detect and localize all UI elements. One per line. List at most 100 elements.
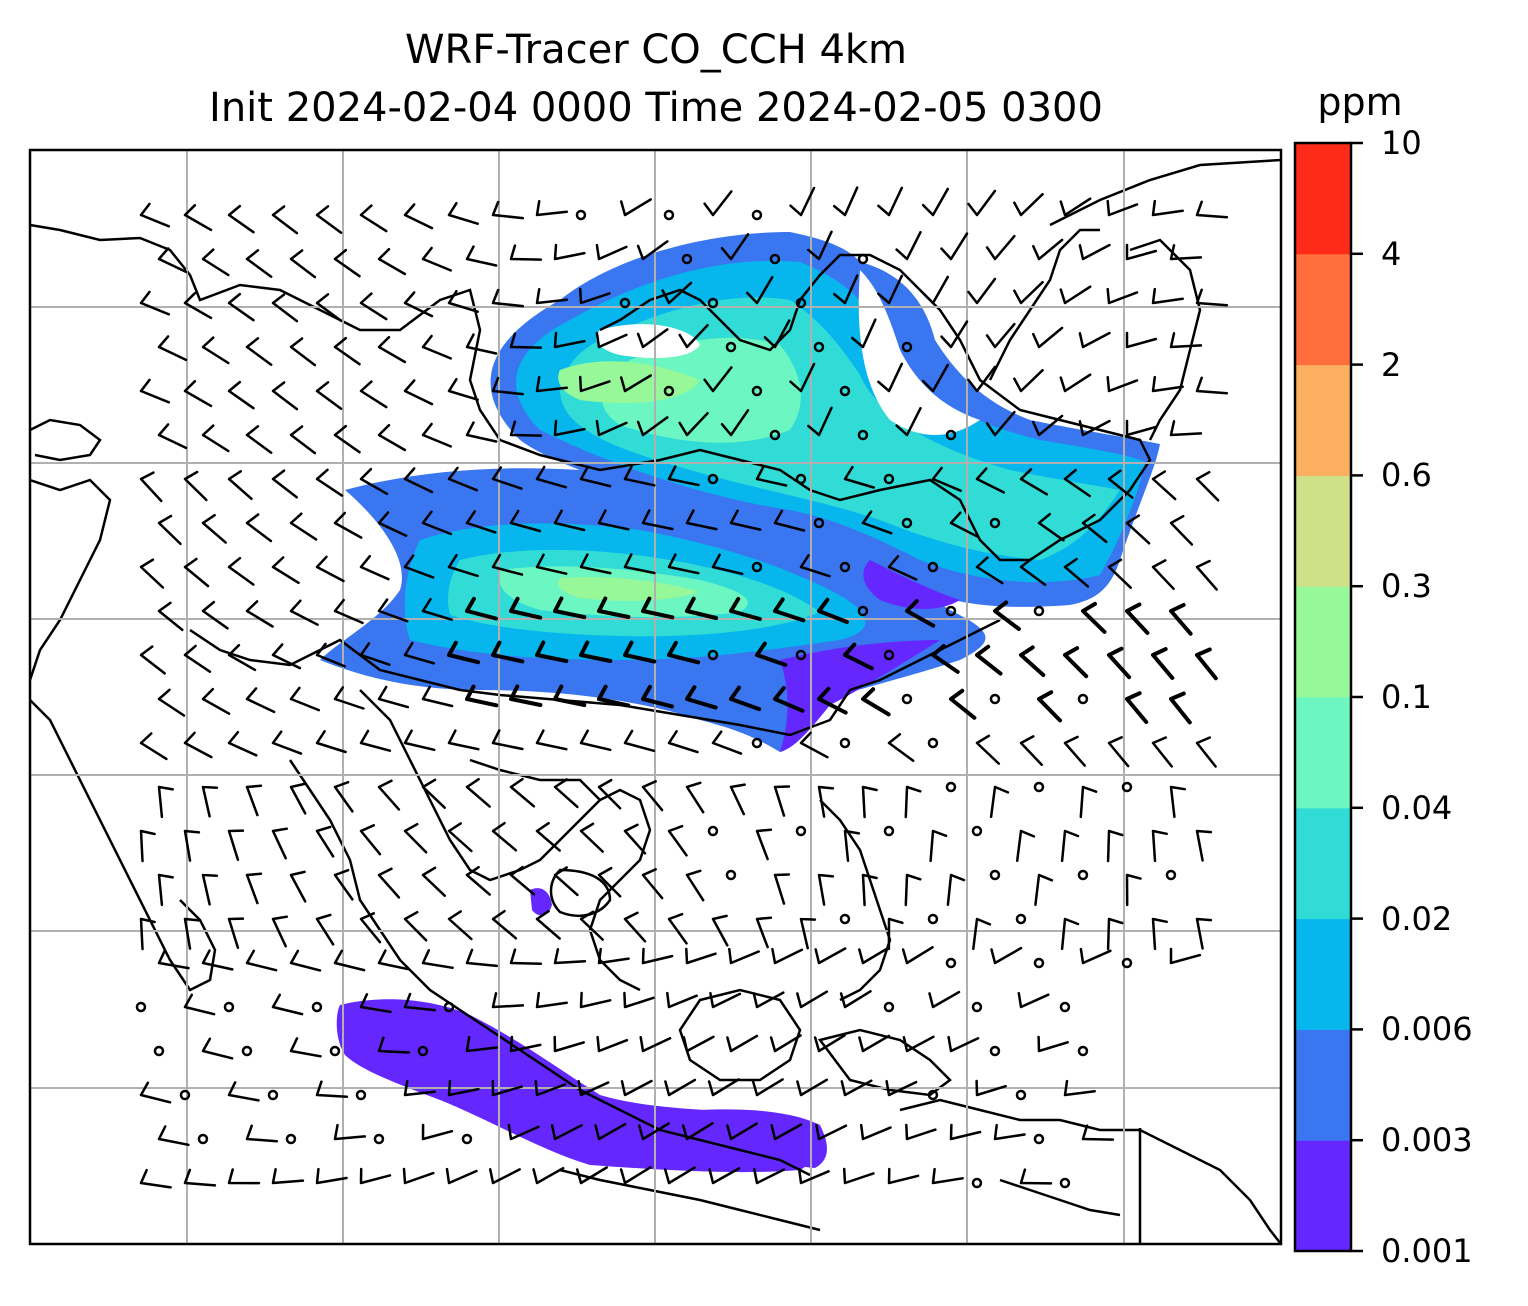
wind-barb — [678, 323, 709, 349]
wind-barb — [553, 684, 587, 708]
wind-calm-circle — [725, 869, 737, 881]
wind-barb — [1125, 602, 1150, 635]
wind-barb — [271, 469, 298, 499]
wind-barb — [641, 509, 674, 531]
wind-barb — [289, 782, 307, 815]
wind-calm-circle — [927, 913, 939, 925]
wind-barb — [577, 1079, 610, 1097]
colorbar-segment — [1295, 586, 1351, 698]
wind-barb — [377, 949, 410, 971]
wind-calm-circle — [1033, 1133, 1045, 1145]
wind-barb — [377, 423, 407, 452]
map-title-line1: WRF-Tracer CO_CCH 4km — [404, 27, 908, 73]
wind-barb — [755, 916, 773, 949]
wind-calm-circle — [989, 517, 1001, 529]
wind-barb — [1063, 468, 1091, 498]
wind-barb — [1063, 557, 1090, 588]
wind-barb — [928, 990, 961, 1009]
wind-barb — [1169, 332, 1203, 349]
wind-barb — [1079, 947, 1112, 965]
wind-barb — [931, 466, 962, 492]
wind-barb — [678, 411, 709, 437]
wind-barb — [1107, 469, 1134, 499]
wind-barb — [685, 947, 717, 965]
wind-barb — [315, 642, 346, 668]
wind-barb — [491, 200, 525, 220]
wind-barb — [1195, 288, 1229, 307]
wind-barb — [201, 424, 230, 453]
wind-barb — [1106, 199, 1139, 217]
wind-barb — [1151, 829, 1168, 863]
wind-barb — [271, 293, 299, 323]
wind-barb — [726, 1034, 759, 1053]
wind-barb — [139, 378, 171, 404]
wind-barb — [509, 420, 543, 437]
wind-barb — [550, 1124, 583, 1141]
wind-barb — [201, 513, 227, 544]
wind-barb — [641, 780, 664, 812]
wind-barb — [157, 1125, 190, 1147]
wind-barb — [157, 688, 186, 717]
wind-barb — [509, 1035, 542, 1053]
wind-barb — [840, 1079, 873, 1097]
wind-barb — [201, 687, 231, 715]
wind-barb — [623, 991, 655, 1009]
wind-barb — [271, 915, 289, 948]
wind-barb — [755, 641, 788, 667]
wind-barb — [667, 465, 700, 487]
wind-barb — [289, 425, 317, 455]
wind-barb — [1019, 557, 1047, 587]
wind-barb — [799, 731, 829, 759]
wind-barb — [728, 947, 760, 965]
wind-barb — [682, 1035, 715, 1053]
wind-barb — [623, 465, 656, 487]
wind-barb — [641, 684, 674, 709]
wind-barb — [465, 865, 491, 896]
wind-calm-circle — [197, 1133, 209, 1145]
wind-barb — [947, 1035, 980, 1053]
wind-barb — [1151, 470, 1177, 501]
wind-barb — [799, 917, 817, 950]
wind-barb — [465, 777, 491, 808]
wind-barb — [931, 1167, 964, 1185]
wind-barb — [421, 422, 452, 448]
wind-barb — [315, 825, 335, 858]
wind-barb — [1017, 991, 1050, 1009]
wind-barb — [729, 685, 762, 712]
wind-barb — [403, 641, 436, 665]
wind-barb — [993, 1123, 1026, 1141]
wind-barb — [403, 291, 434, 318]
colorbar-tick-label: 4 — [1381, 234, 1402, 273]
colorbar-tick-label: 0.1 — [1381, 678, 1432, 716]
wind-barb — [553, 596, 587, 620]
wind-barb — [661, 281, 693, 305]
wind-barb — [667, 912, 688, 945]
wind-barb — [333, 424, 361, 454]
wind-barb — [271, 827, 289, 860]
wind-barb — [491, 821, 518, 852]
colorbar-frame — [1293, 141, 1353, 1253]
wind-barb — [1106, 829, 1124, 863]
wind-barb — [403, 203, 434, 230]
wind-barb — [465, 948, 499, 968]
wind-barb — [359, 292, 388, 321]
map-frame — [28, 148, 1283, 1246]
wind-barb — [227, 470, 253, 501]
wind-barb — [289, 870, 307, 903]
wind-calm-circle — [1033, 957, 1045, 969]
wind-calm-circle — [989, 869, 1001, 881]
wind-barb — [641, 596, 675, 620]
wind-barb — [377, 335, 407, 364]
wind-barb — [139, 917, 156, 951]
wind-barb — [921, 275, 950, 305]
wind-barb — [579, 822, 604, 853]
wind-barb — [157, 335, 188, 362]
wind-barb — [553, 1035, 585, 1053]
wind-barb — [773, 785, 791, 817]
wind-barb — [620, 1079, 653, 1097]
wind-barbs — [135, 186, 1229, 1189]
wind-barb — [245, 513, 273, 543]
wind-barb — [817, 873, 835, 906]
wind-calm-circle — [813, 341, 825, 353]
wind-barb — [1032, 414, 1064, 437]
